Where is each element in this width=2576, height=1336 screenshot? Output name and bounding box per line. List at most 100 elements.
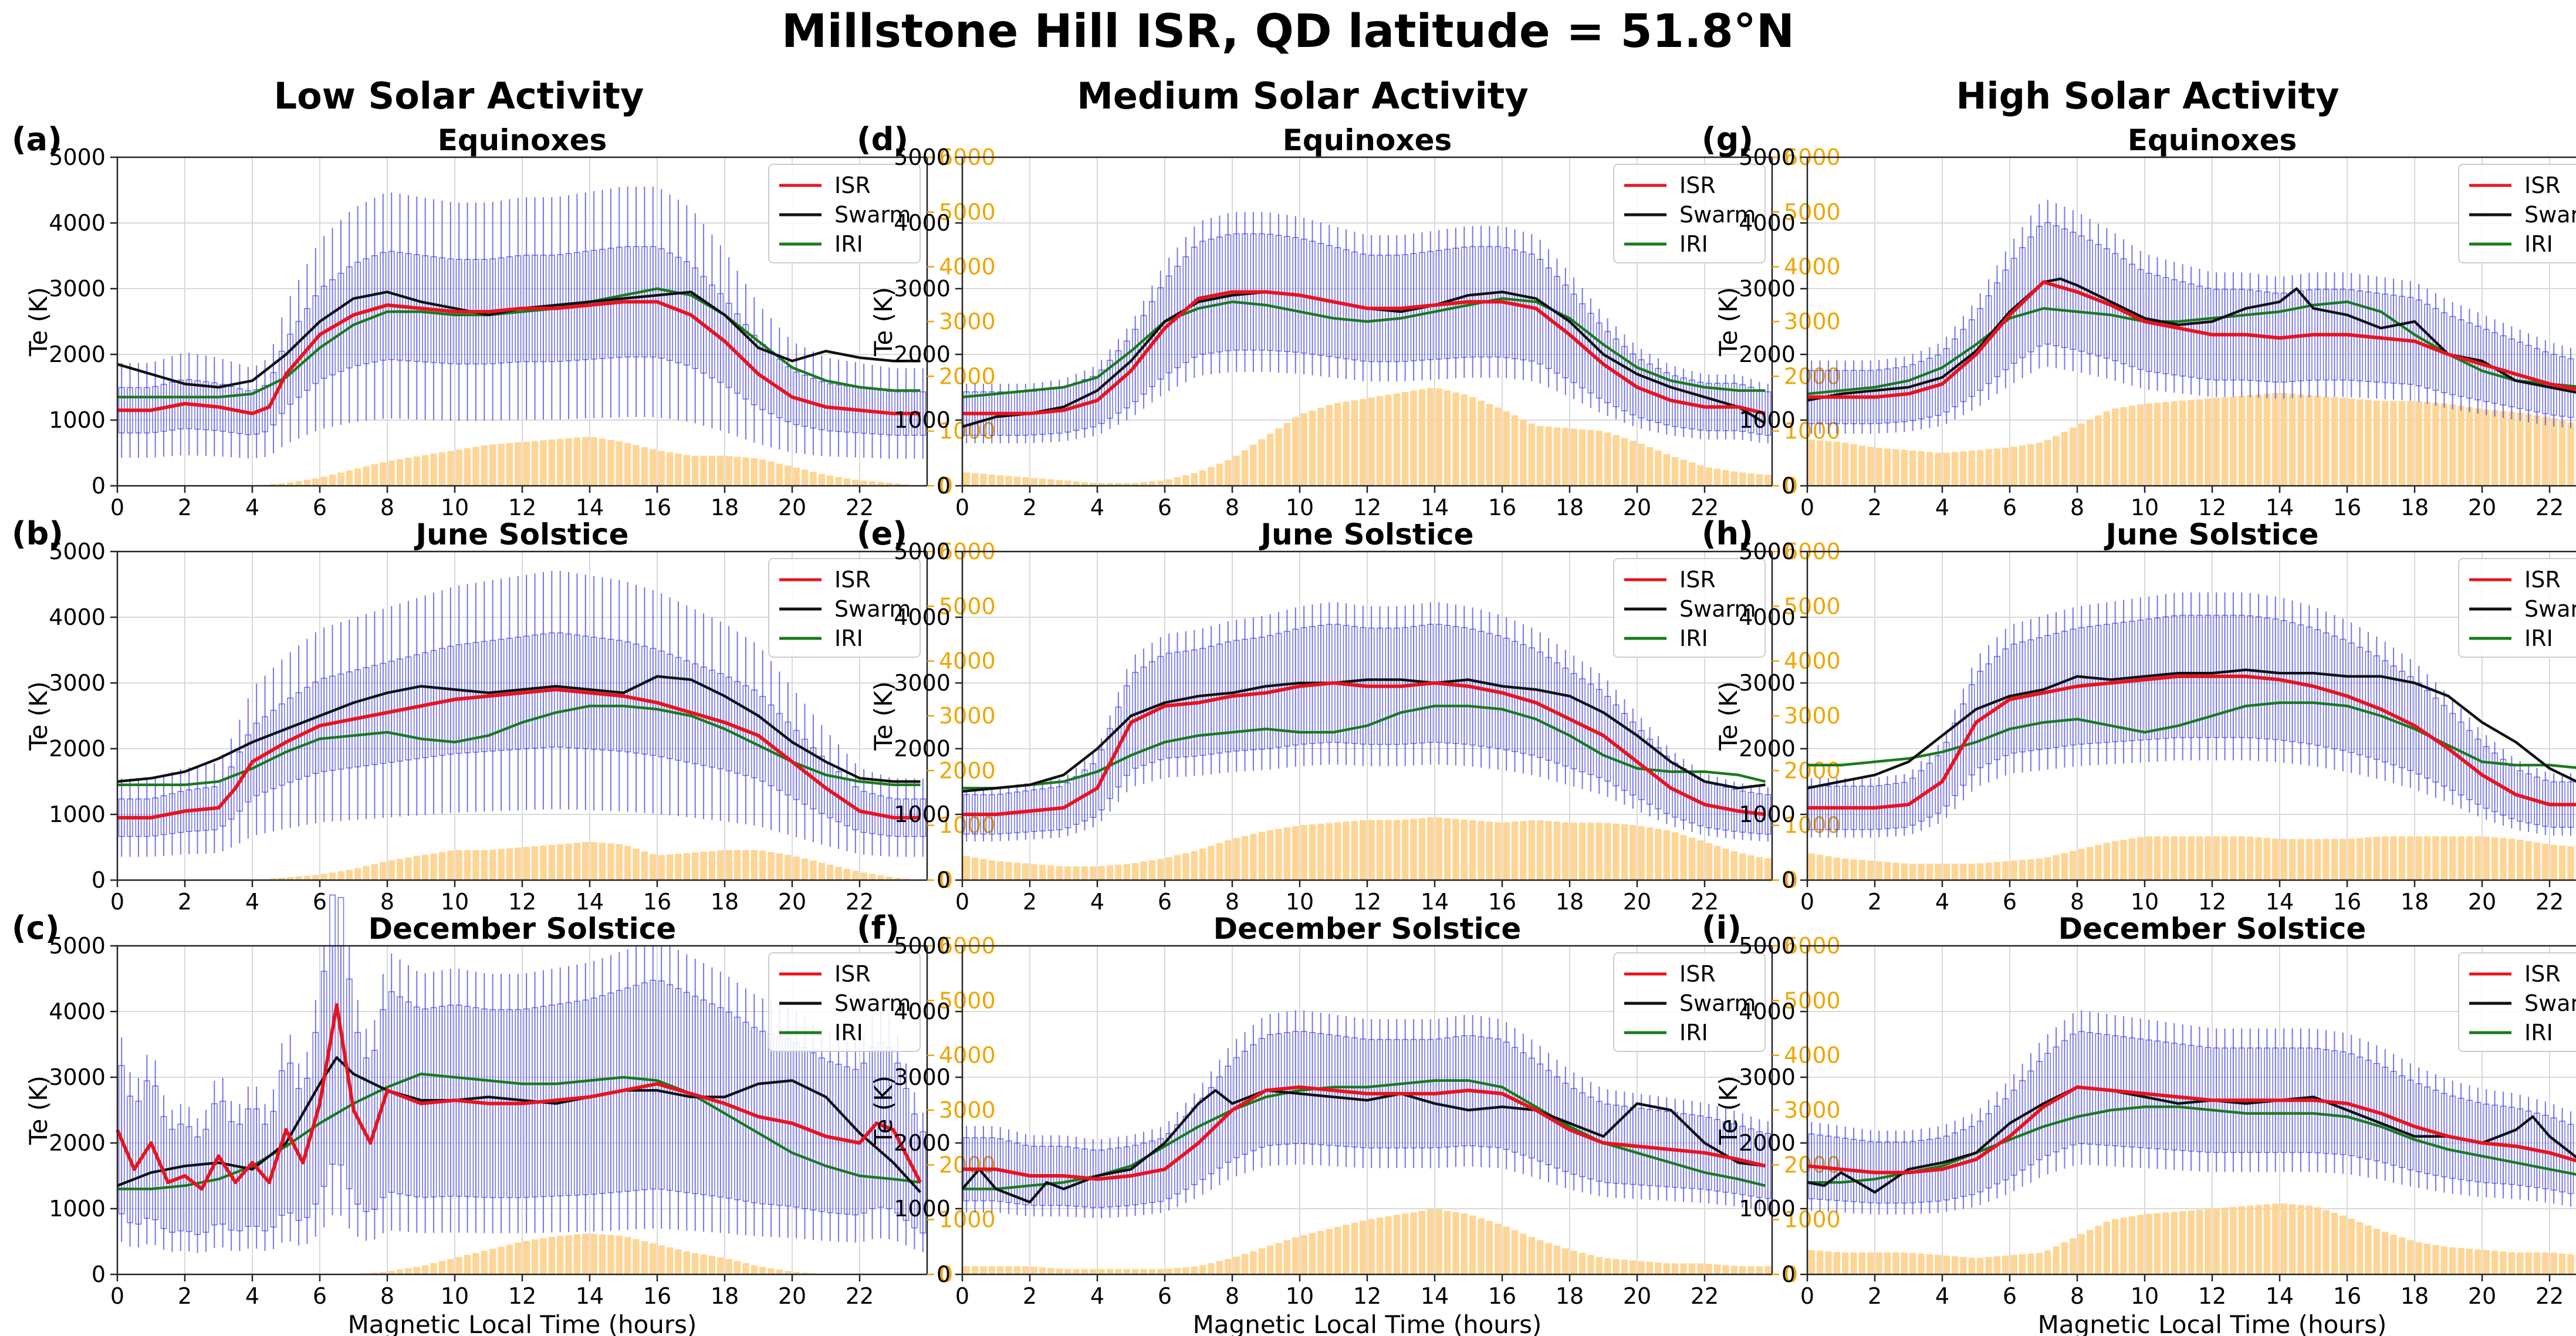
y-tick-label: 3000 — [1739, 1064, 1796, 1090]
x-tick-label: 14 — [576, 889, 604, 915]
x-tick-label: 8 — [1225, 889, 1239, 915]
y2-tick-label: 0 — [1784, 867, 1798, 893]
x-tick-label: 0 — [110, 495, 124, 520]
histogram-bar — [557, 844, 564, 880]
histogram-bar — [2213, 398, 2220, 486]
x-tick-label: 2 — [178, 495, 192, 520]
histogram-bar — [2365, 837, 2372, 880]
histogram-bar — [725, 850, 732, 880]
histogram-bar — [1351, 1222, 1358, 1274]
histogram-bar — [2213, 836, 2220, 880]
isr-box — [1123, 340, 1130, 409]
histogram-bar — [1764, 858, 1772, 880]
histogram-bar — [835, 867, 842, 880]
histogram-bar — [1148, 481, 1156, 486]
histogram-bar — [1039, 478, 1046, 486]
histogram-bar — [1022, 1266, 1029, 1274]
x-tick-label: 8 — [1225, 495, 1239, 520]
histogram-bar — [422, 1265, 429, 1274]
x-tick-label: 20 — [778, 495, 806, 520]
histogram-bar — [1267, 830, 1274, 880]
isr-box — [127, 1095, 133, 1223]
legend-label: ISR — [2524, 567, 2561, 593]
x-tick-label: 14 — [2266, 1283, 2294, 1309]
histogram-bar — [1977, 1257, 1984, 1274]
histogram-bar — [2162, 402, 2169, 486]
histogram-bar — [438, 852, 446, 880]
panel-letter: (f) — [857, 909, 900, 946]
y-tick-label: 0 — [92, 1261, 106, 1287]
histogram-bar — [1697, 1263, 1704, 1274]
histogram-bar — [692, 1253, 699, 1274]
histogram-bar — [1233, 1256, 1240, 1274]
isr-box — [295, 320, 302, 398]
histogram-bar — [1241, 450, 1249, 486]
isr-line — [117, 688, 921, 820]
histogram-bar — [1705, 467, 1712, 486]
x-tick-label: 18 — [2401, 889, 2429, 915]
histogram-bar — [1646, 827, 1654, 880]
y-tick-label: 0 — [937, 867, 951, 893]
histogram-bar — [2002, 861, 2009, 880]
subplot-title: December Solstice — [2058, 912, 2367, 946]
histogram-bar — [1747, 855, 1754, 880]
histogram-bar — [2044, 857, 2051, 880]
histogram-bar — [447, 1259, 454, 1274]
histogram-bar — [303, 875, 311, 880]
legend-label: Swarm — [1679, 596, 1756, 622]
legend-label: ISR — [1679, 173, 1716, 198]
histogram-bar — [573, 843, 581, 880]
histogram-bar — [523, 441, 530, 486]
histogram-bar — [2205, 398, 2212, 486]
histogram-bar — [371, 1273, 378, 1274]
histogram-bar — [1993, 448, 2001, 486]
histogram-bar — [1343, 401, 1350, 486]
histogram-bar — [2221, 397, 2229, 486]
histogram-bar — [1056, 480, 1063, 486]
histogram-bar — [320, 476, 327, 486]
histogram-bar — [1393, 393, 1400, 486]
isr-box — [1098, 369, 1105, 424]
histogram-bar — [472, 850, 479, 880]
y-tick-label: 2000 — [1739, 736, 1796, 762]
histogram-bar — [810, 472, 817, 486]
histogram-bar — [1960, 864, 1967, 880]
y-tick-label: 5000 — [49, 933, 106, 959]
histogram-bar — [2061, 431, 2068, 486]
y2-tick-label: 3000 — [939, 1097, 996, 1123]
panel-d: 0 2 4 6 8 10 12 14 16 18 20 22010002000300040005000… — [857, 121, 1841, 520]
histogram-bar — [1132, 863, 1139, 880]
histogram-bar — [2356, 1222, 2364, 1274]
histogram-bar — [2230, 1207, 2237, 1274]
histogram-bar — [1047, 1267, 1054, 1274]
x-tick-label: 22 — [1691, 889, 1719, 915]
histogram-bar — [1985, 1257, 1992, 1274]
iri-line — [1807, 300, 2576, 395]
isr-box — [380, 1009, 387, 1198]
histogram-bar — [971, 473, 979, 486]
histogram-bar — [1098, 483, 1105, 486]
histogram-bar — [785, 854, 792, 880]
histogram-bar — [1165, 1269, 1172, 1274]
histogram-bar — [1739, 1266, 1746, 1274]
legend-label: IRI — [1679, 1020, 1708, 1046]
histogram-bar — [1808, 853, 1815, 880]
histogram-bar — [1486, 821, 1493, 880]
y-tick-label: 3000 — [1739, 670, 1796, 696]
isr-box — [1115, 350, 1122, 414]
histogram-bar — [1115, 1269, 1122, 1274]
histogram-bar — [1562, 428, 1569, 486]
legend — [2458, 558, 2576, 658]
histogram-bar — [666, 854, 674, 880]
histogram-bar — [2036, 858, 2043, 880]
histogram-bar — [1191, 473, 1198, 486]
histogram-bar — [1418, 1210, 1426, 1274]
histogram-bar — [742, 1263, 749, 1274]
histogram-bar — [1064, 1269, 1071, 1274]
histogram-bar — [573, 1234, 581, 1274]
histogram-bar — [2263, 838, 2271, 880]
histogram-bar — [1825, 1251, 1832, 1274]
histogram-bar — [1452, 818, 1459, 880]
histogram-bar — [1578, 1253, 1586, 1274]
histogram-bar — [1503, 411, 1510, 486]
